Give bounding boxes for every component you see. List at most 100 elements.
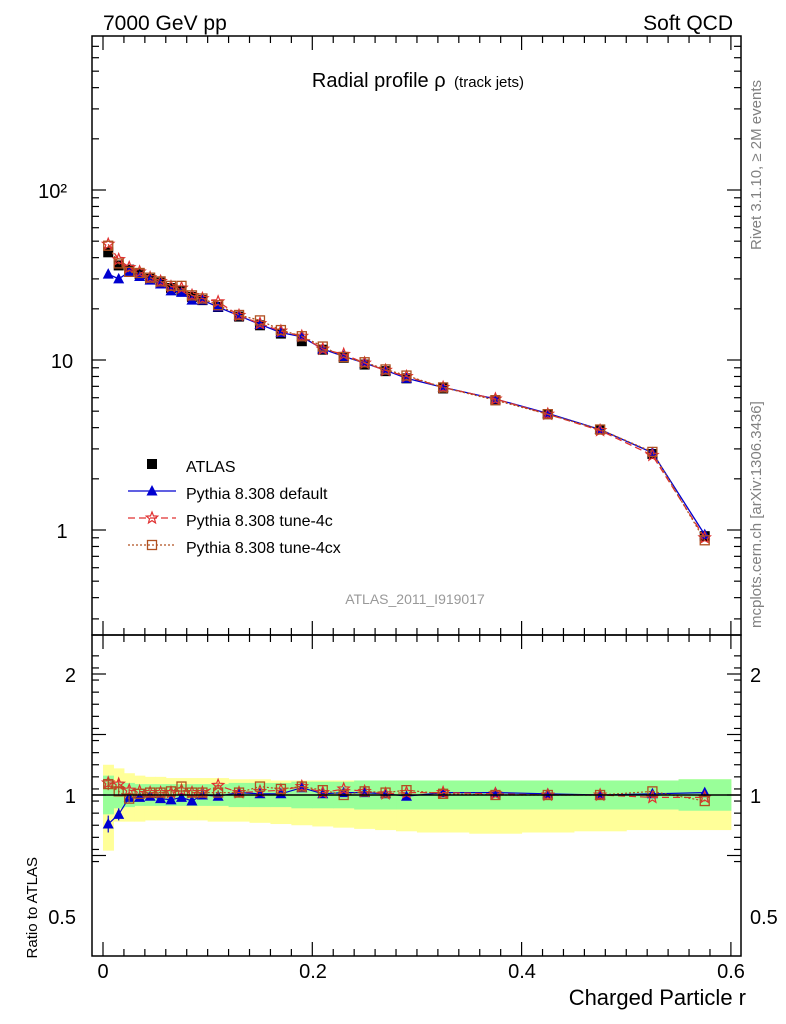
main-point-3-19 <box>401 370 412 381</box>
main-point-3-7 <box>176 280 187 292</box>
ratio-point-2-24 <box>647 786 658 797</box>
main-point-1-1 <box>113 272 125 284</box>
main-point-3-17 <box>359 357 370 368</box>
legend-marker-3 <box>146 539 158 551</box>
ratio-point-2-8 <box>186 787 198 798</box>
ratio-point-0-3 <box>134 791 146 802</box>
header-energy-label: 7000 GeV pp <box>103 12 227 35</box>
xtick-label-0.2: 0.2 <box>299 961 327 983</box>
main-point-1-10 <box>212 301 224 312</box>
legend-label-tune4c: Pythia 8.308 tune-4c <box>186 513 333 530</box>
ratio-point-2-17 <box>359 786 370 797</box>
ratio-point-2-2 <box>124 793 135 804</box>
ratio-y-axis-title: Ratio to ATLAS <box>24 857 41 958</box>
ratio-ytick-label-left-2: 2 <box>65 665 76 687</box>
main-series-group <box>100 236 712 546</box>
main-point-3-24 <box>647 446 658 458</box>
main-point-2-1 <box>111 251 126 266</box>
main-point-3-15 <box>317 341 328 352</box>
ratio-ytick-label-left-05: 0.5 <box>48 907 76 929</box>
main-series-line-3 <box>107 245 706 541</box>
mcplots-source-label: mcplots.cern.ch [arXiv:1306.3436] <box>748 401 765 628</box>
main-point-3-12 <box>254 315 266 326</box>
main-point-3-21 <box>490 395 501 406</box>
ratio-point-0-5 <box>155 792 167 804</box>
legend: ATLAS Pythia 8.308 default Pythia 8.308 … <box>128 459 341 557</box>
ratio-point-2-9 <box>197 787 208 798</box>
xtick-label-0.4: 0.4 <box>508 961 536 983</box>
main-point-3-18 <box>380 364 391 375</box>
main-point-3-9 <box>197 293 208 304</box>
main-point-3-11 <box>233 309 245 321</box>
main-point-1-7 <box>175 286 187 297</box>
ratio-ytick-label-right-05: 0.5 <box>750 907 778 929</box>
legend-marker-1 <box>146 485 158 496</box>
main-ytick-label-10: 10 <box>51 351 73 373</box>
ratio-point-2-1 <box>113 786 124 797</box>
main-plot-title-main: Radial profile ρ <box>312 70 446 92</box>
ratio-point-2-14 <box>296 781 307 792</box>
main-point-2-2 <box>121 259 137 274</box>
legend-label-tune4cx: Pythia 8.308 tune-4cx <box>186 540 341 557</box>
ratio-uncertainty-bands <box>103 764 732 851</box>
ratio-point-0-1 <box>113 808 125 819</box>
legend-marker-2 <box>144 510 160 525</box>
ratio-point-2-10 <box>212 787 224 798</box>
legend-label-atlas: ATLAS <box>186 459 236 476</box>
ratio-point-0-8 <box>186 795 198 806</box>
main-point-3-25 <box>699 535 710 546</box>
header-category-label: Soft QCD <box>643 12 733 35</box>
main-ytick-label-100: 10² <box>38 181 67 203</box>
ratio-point-2-0 <box>103 778 114 790</box>
ratio-point-2-7 <box>176 781 187 792</box>
x-axis-title: Charged Particle r <box>569 985 746 1010</box>
ratio-ytick-label-right-2: 2 <box>750 665 761 687</box>
ratio-point-2-5 <box>155 787 166 798</box>
main-point-3-5 <box>155 276 166 287</box>
axis-ticks <box>92 36 741 956</box>
ratio-ytick-label-left-1: 1 <box>65 786 76 808</box>
ratio-point-2-25 <box>699 795 710 807</box>
ratio-point-0-0 <box>102 818 114 829</box>
rivet-version-label: Rivet 3.1.10, ≥ 2M events <box>748 80 765 250</box>
main-point-3-0 <box>103 240 114 251</box>
ratio-point-2-18 <box>380 787 391 798</box>
ratio-ytick-label-right-1: 1 <box>750 786 761 808</box>
main-point-3-10 <box>212 300 224 311</box>
main-point-0-1 <box>113 260 124 271</box>
ratio-point-2-13 <box>275 783 287 795</box>
ratio-point-1-16 <box>336 781 351 796</box>
main-point-3-23 <box>594 424 606 435</box>
ratio-point-2-12 <box>254 781 266 792</box>
main-point-3-4 <box>144 272 156 283</box>
main-point-3-1 <box>113 258 124 269</box>
ratio-point-2-6 <box>165 786 177 797</box>
ratio-point-2-3 <box>134 788 145 799</box>
main-point-3-16 <box>338 351 349 363</box>
main-point-0-0 <box>103 247 114 258</box>
ratio-point-1-2 <box>121 782 137 797</box>
main-plot-title-sub: (track jets) <box>454 74 524 91</box>
main-point-3-3 <box>134 267 145 279</box>
xtick-label-0.6: 0.6 <box>717 961 745 983</box>
main-point-1-3 <box>134 270 146 281</box>
main-point-1-0 <box>102 268 114 279</box>
main-point-2-10 <box>210 294 226 308</box>
main-point-3-22 <box>542 409 553 420</box>
ratio-series-0 <box>102 781 711 833</box>
ratio-point-0-7 <box>175 791 187 802</box>
xtick-label-0: 0 <box>97 961 108 983</box>
legend-marker-0 <box>147 459 157 469</box>
ratio-point-2-20 <box>437 788 449 799</box>
main-plot-title: Radial profile ρ (track jets) <box>312 70 524 92</box>
ratio-point-0-6 <box>165 793 177 805</box>
main-point-3-20 <box>437 382 449 393</box>
main-point-3-6 <box>165 280 177 292</box>
main-ytick-label-1: 1 <box>56 521 67 543</box>
main-point-3-14 <box>296 331 307 342</box>
ratio-point-2-4 <box>144 787 156 798</box>
main-point-3-13 <box>275 324 287 336</box>
main-point-3-8 <box>186 290 198 301</box>
main-series-3 <box>103 240 710 546</box>
